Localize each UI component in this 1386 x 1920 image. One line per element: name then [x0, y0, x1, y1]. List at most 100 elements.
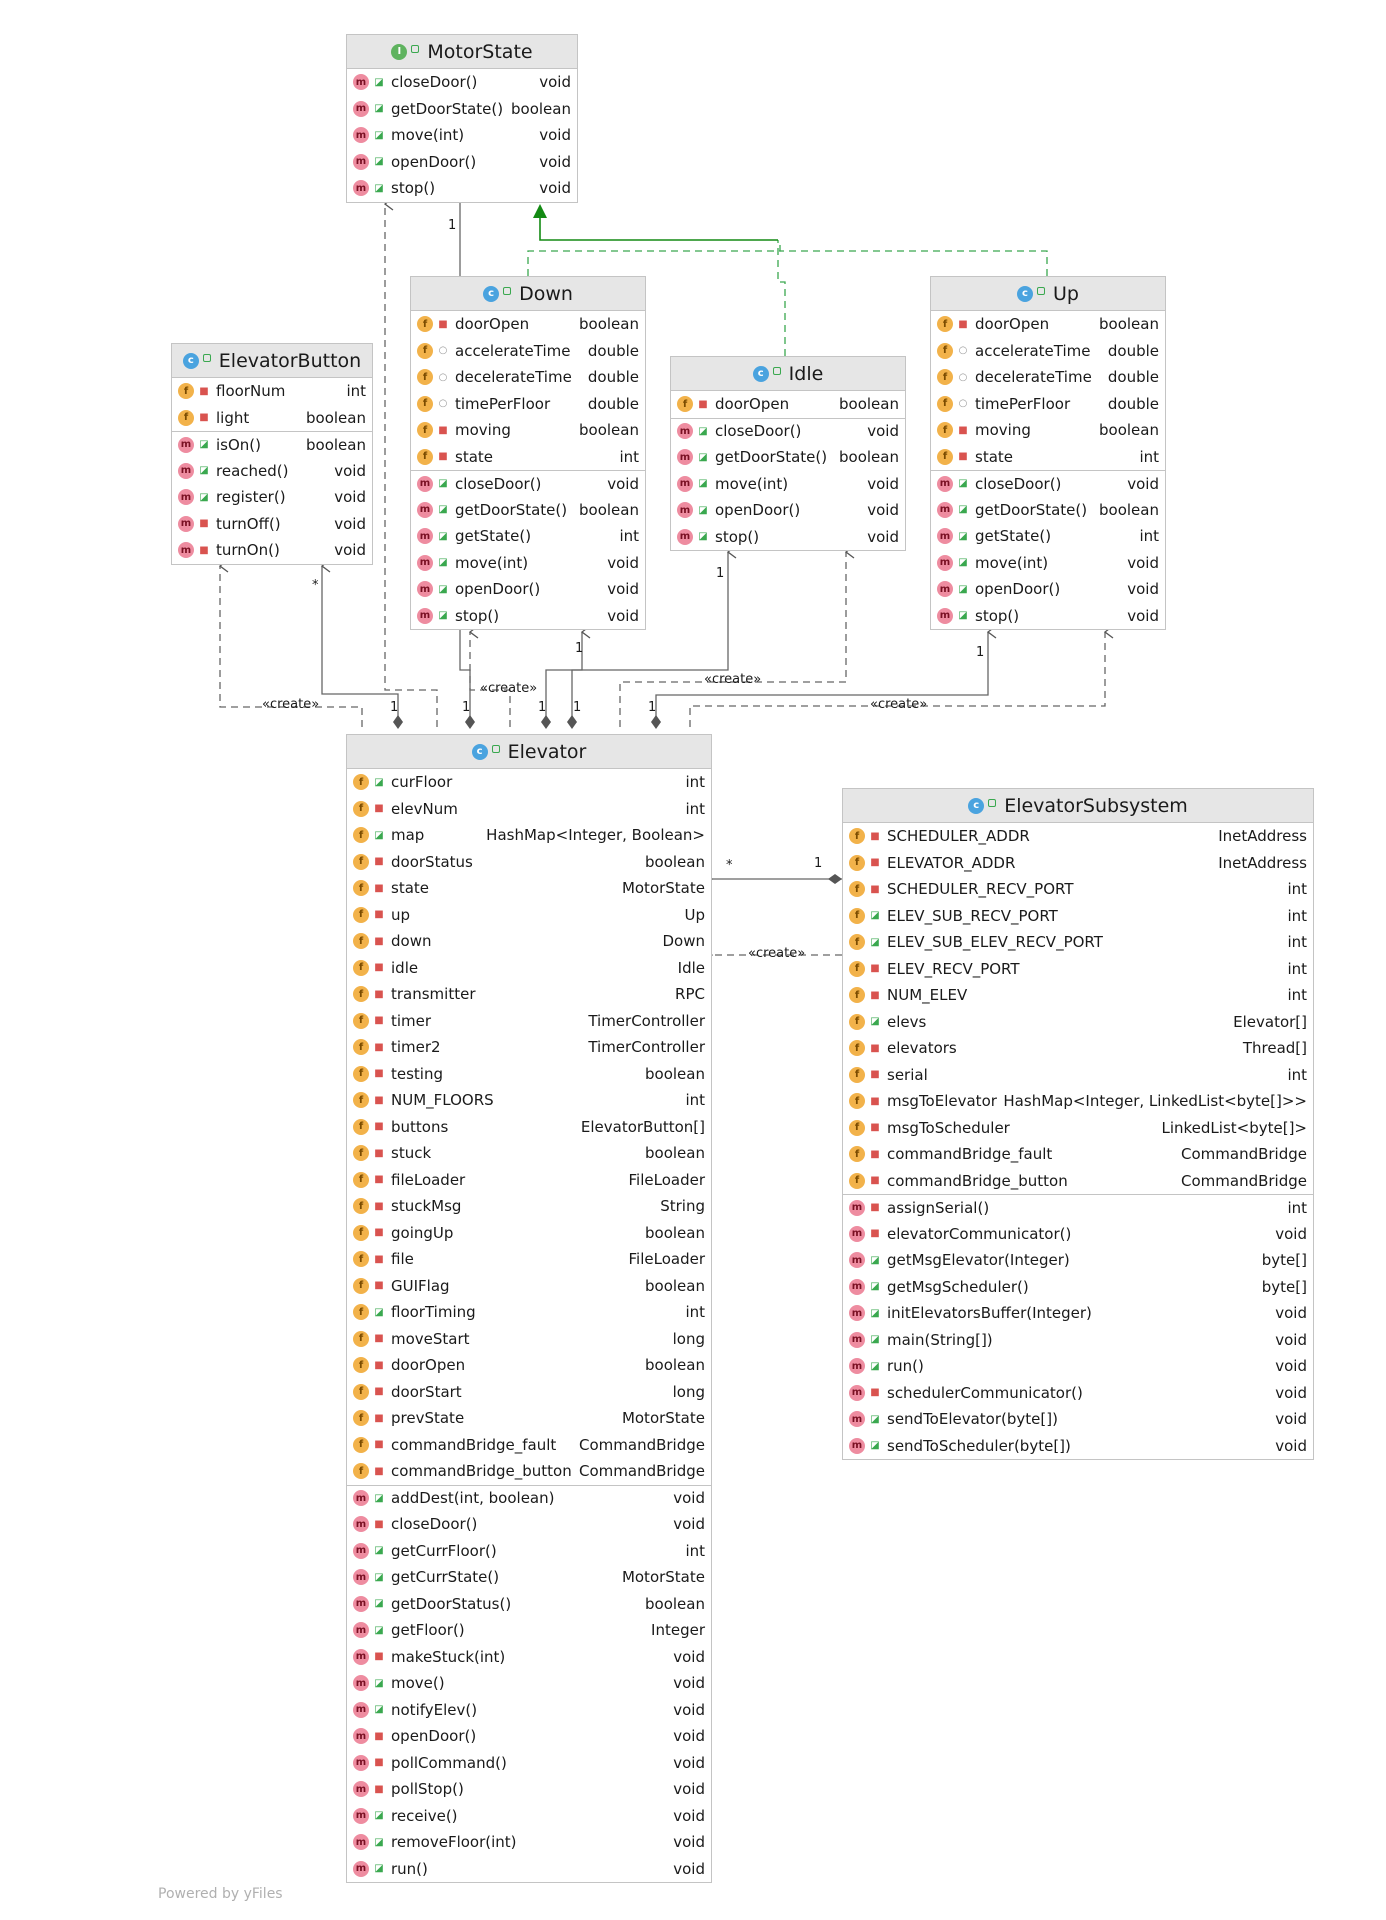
method-row[interactable]: m ◪ move(int) void: [931, 550, 1165, 577]
field-row[interactable]: f ■ commandBridge_button CommandBridge: [843, 1168, 1313, 1195]
method-row[interactable]: m ■ assignSerial() int: [843, 1194, 1313, 1221]
method-row[interactable]: m ◪ closeDoor() void: [931, 470, 1165, 497]
field-row[interactable]: f ■ moveStart long: [347, 1326, 711, 1353]
method-row[interactable]: m ◪ openDoor() void: [411, 576, 645, 603]
method-row[interactable]: m ◪ getDoorState() boolean: [671, 444, 905, 471]
field-row[interactable]: f ■ down Down: [347, 928, 711, 955]
method-row[interactable]: m ◪ sendToElevator(byte[]) void: [843, 1406, 1313, 1433]
field-row[interactable]: f ■ moving boolean: [411, 417, 645, 444]
field-row[interactable]: f ■ timer TimerController: [347, 1008, 711, 1035]
method-row[interactable]: m ◪ openDoor() void: [347, 149, 577, 176]
field-row[interactable]: f ■ floorNum int: [172, 378, 372, 405]
method-row[interactable]: m ■ makeStuck(int) void: [347, 1644, 711, 1671]
method-row[interactable]: m ■ pollCommand() void: [347, 1750, 711, 1777]
method-row[interactable]: m ◪ closeDoor() void: [411, 470, 645, 497]
field-row[interactable]: f ■ moving boolean: [931, 417, 1165, 444]
method-row[interactable]: m ◪ closeDoor() void: [671, 417, 905, 445]
method-row[interactable]: m ◪ stop() void: [411, 603, 645, 630]
field-row[interactable]: f ◪ curFloor int: [347, 769, 711, 796]
field-row[interactable]: f ■ testing boolean: [347, 1061, 711, 1088]
class-elevator[interactable]: c Elevator f ◪ curFloor int f ■ elevNum int f ◪ map H…: [346, 734, 712, 1883]
field-row[interactable]: f ■ prevState MotorState: [347, 1405, 711, 1432]
field-row[interactable]: f ■ stuckMsg String: [347, 1193, 711, 1220]
method-row[interactable]: m ◪ addDest(int, boolean) void: [347, 1484, 711, 1512]
field-row[interactable]: f ■ goingUp boolean: [347, 1220, 711, 1247]
class-elevatorbutton[interactable]: c ElevatorButton f ■ floorNum int f ■ light boole…: [171, 343, 373, 565]
method-row[interactable]: m ◪ receive() void: [347, 1803, 711, 1830]
method-row[interactable]: m ◪ getMsgScheduler() byte[]: [843, 1274, 1313, 1301]
method-row[interactable]: m ◪ getState() int: [411, 523, 645, 550]
method-row[interactable]: m ■ openDoor() void: [347, 1723, 711, 1750]
method-row[interactable]: m ◪ getFloor() Integer: [347, 1617, 711, 1644]
field-row[interactable]: f ■ GUIFlag boolean: [347, 1273, 711, 1300]
field-row[interactable]: f ■ doorOpen boolean: [671, 391, 905, 418]
method-row[interactable]: m ◪ stop() void: [347, 175, 577, 202]
field-row[interactable]: f ■ commandBridge_fault CommandBridge: [843, 1141, 1313, 1168]
field-row[interactable]: f ○ timePerFloor double: [411, 391, 645, 418]
method-row[interactable]: m ◪ stop() void: [671, 524, 905, 551]
class-elevatorsubsystem[interactable]: c ElevatorSubsystem f ■ SCHEDULER_ADDR InetAd…: [842, 788, 1314, 1460]
method-row[interactable]: m ◪ register() void: [172, 484, 372, 511]
method-row[interactable]: m ◪ run() void: [843, 1353, 1313, 1380]
method-row[interactable]: m ■ turnOn() void: [172, 537, 372, 564]
field-row[interactable]: f ■ transmitter RPC: [347, 981, 711, 1008]
method-row[interactable]: m ◪ move() void: [347, 1670, 711, 1697]
field-row[interactable]: f ■ doorOpen boolean: [411, 311, 645, 338]
class-down[interactable]: c Down f ■ doorOpen boolean f ○ accelerateTime do…: [410, 276, 646, 630]
field-row[interactable]: f ■ msgToScheduler LinkedList<byte[]>: [843, 1115, 1313, 1142]
method-row[interactable]: m ◪ run() void: [347, 1856, 711, 1883]
field-row[interactable]: f ■ commandBridge_fault CommandBridge: [347, 1432, 711, 1459]
field-row[interactable]: f ○ decelerateTime double: [411, 364, 645, 391]
class-motorstate[interactable]: I MotorState m ◪ closeDoor() void m ◪ getDoorSta…: [346, 34, 578, 203]
field-row[interactable]: f ■ NUM_FLOORS int: [347, 1087, 711, 1114]
method-row[interactable]: m ◪ closeDoor() void: [347, 69, 577, 96]
class-idle[interactable]: c Idle f ■ doorOpen boolean m ◪ closeDoor() void m…: [670, 356, 906, 551]
method-row[interactable]: m ◪ getCurrFloor() int: [347, 1538, 711, 1565]
method-row[interactable]: m ■ elevatorCommunicator() void: [843, 1221, 1313, 1248]
method-row[interactable]: m ◪ initElevatorsBuffer(Integer) void: [843, 1300, 1313, 1327]
field-row[interactable]: f ■ ELEV_RECV_PORT int: [843, 956, 1313, 983]
field-row[interactable]: f ■ fileLoader FileLoader: [347, 1167, 711, 1194]
field-row[interactable]: f ■ up Up: [347, 902, 711, 929]
field-row[interactable]: f ■ file FileLoader: [347, 1246, 711, 1273]
field-row[interactable]: f ■ SCHEDULER_RECV_PORT int: [843, 876, 1313, 903]
method-row[interactable]: m ◪ getDoorState() boolean: [931, 497, 1165, 524]
method-row[interactable]: m ◪ openDoor() void: [671, 497, 905, 524]
field-row[interactable]: f ■ state MotorState: [347, 875, 711, 902]
field-row[interactable]: f ○ accelerateTime double: [931, 338, 1165, 365]
field-row[interactable]: f ■ SCHEDULER_ADDR InetAddress: [843, 823, 1313, 850]
method-row[interactable]: m ◪ getState() int: [931, 523, 1165, 550]
method-row[interactable]: m ◪ reached() void: [172, 458, 372, 485]
field-row[interactable]: f ■ buttons ElevatorButton[]: [347, 1114, 711, 1141]
method-row[interactable]: m ◪ notifyElev() void: [347, 1697, 711, 1724]
method-row[interactable]: m ◪ getDoorState() boolean: [411, 497, 645, 524]
field-row[interactable]: f ○ accelerateTime double: [411, 338, 645, 365]
method-row[interactable]: m ■ turnOff() void: [172, 511, 372, 538]
field-row[interactable]: f ◪ map HashMap<Integer, Boolean>: [347, 822, 711, 849]
field-row[interactable]: f ■ elevators Thread[]: [843, 1035, 1313, 1062]
field-row[interactable]: f ◪ ELEV_SUB_RECV_PORT int: [843, 903, 1313, 930]
field-row[interactable]: f ■ elevNum int: [347, 796, 711, 823]
method-row[interactable]: m ◪ sendToScheduler(byte[]) void: [843, 1433, 1313, 1460]
field-row[interactable]: f ■ state int: [411, 444, 645, 471]
method-row[interactable]: m ◪ openDoor() void: [931, 576, 1165, 603]
method-row[interactable]: m ◪ move(int) void: [347, 122, 577, 149]
field-row[interactable]: f ■ NUM_ELEV int: [843, 982, 1313, 1009]
method-row[interactable]: m ◪ main(String[]) void: [843, 1327, 1313, 1354]
field-row[interactable]: f ■ ELEVATOR_ADDR InetAddress: [843, 850, 1313, 877]
field-row[interactable]: f ■ commandBridge_button CommandBridge: [347, 1458, 711, 1485]
field-row[interactable]: f ◪ floorTiming int: [347, 1299, 711, 1326]
method-row[interactable]: m ◪ removeFloor(int) void: [347, 1829, 711, 1856]
field-row[interactable]: f ■ doorOpen boolean: [347, 1352, 711, 1379]
field-row[interactable]: f ○ decelerateTime double: [931, 364, 1165, 391]
method-row[interactable]: m ◪ move(int) void: [411, 550, 645, 577]
method-row[interactable]: m ◪ getDoorStatus() boolean: [347, 1591, 711, 1618]
method-row[interactable]: m ◪ getCurrState() MotorState: [347, 1564, 711, 1591]
field-row[interactable]: f ■ stuck boolean: [347, 1140, 711, 1167]
method-row[interactable]: m ■ schedulerCommunicator() void: [843, 1380, 1313, 1407]
method-row[interactable]: m ◪ move(int) void: [671, 471, 905, 498]
field-row[interactable]: f ■ doorStatus boolean: [347, 849, 711, 876]
field-row[interactable]: f ○ timePerFloor double: [931, 391, 1165, 418]
method-row[interactable]: m ◪ getMsgElevator(Integer) byte[]: [843, 1247, 1313, 1274]
class-up[interactable]: c Up f ■ doorOpen boolean f ○ accelerateTime doub…: [930, 276, 1166, 630]
